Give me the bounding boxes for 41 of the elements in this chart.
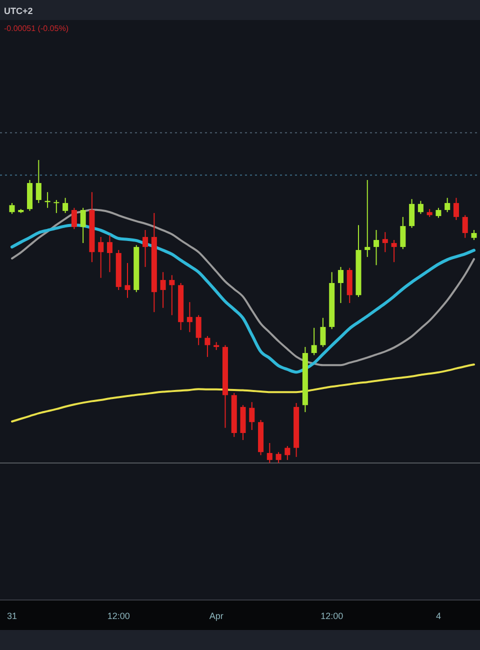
candlestick: [391, 239, 397, 263]
candlestick: [276, 452, 282, 464]
candlestick: [36, 160, 42, 204]
candlestick: [444, 197, 450, 213]
candlestick: [249, 402, 255, 430]
candlestick: [471, 229, 477, 240]
candlestick: [62, 197, 68, 214]
x-tick-label: 12:00: [320, 611, 344, 621]
candlestick: [196, 314, 202, 346]
x-tick-label: 12:00: [107, 611, 130, 621]
x-tick-label: Apr: [209, 611, 224, 621]
candlestick: [71, 207, 77, 230]
candlestick: [320, 317, 326, 348]
candlestick: [98, 236, 104, 278]
candlestick: [364, 180, 370, 258]
candlestick: [9, 202, 15, 214]
candlestick: [436, 207, 442, 218]
candlestick: [284, 446, 290, 460]
candlestick: [382, 232, 388, 253]
candlestick: [80, 207, 86, 244]
candlestick: [106, 234, 112, 273]
candlestick: [186, 302, 192, 333]
candlestick: [400, 216, 406, 250]
candlestick: [338, 266, 344, 304]
candlestick: [204, 336, 210, 358]
candlestick: [453, 197, 459, 220]
candlestick: [374, 229, 380, 266]
candlestick: [311, 327, 317, 356]
text: UTC+2: [4, 6, 33, 16]
candlestick: [418, 200, 424, 214]
candlestick: [462, 214, 468, 238]
candlestick: [124, 262, 130, 298]
candlestick: [169, 274, 175, 316]
candlestick: [160, 272, 166, 308]
candlestick: [142, 229, 148, 268]
candlestick: [409, 198, 415, 228]
text: -0.00051 (-0.05%): [4, 24, 69, 33]
candlestick: [266, 442, 272, 464]
x-tick-label: 31: [6, 611, 18, 621]
x-tick-label: 4: [436, 611, 441, 621]
candlestick: [54, 199, 60, 214]
